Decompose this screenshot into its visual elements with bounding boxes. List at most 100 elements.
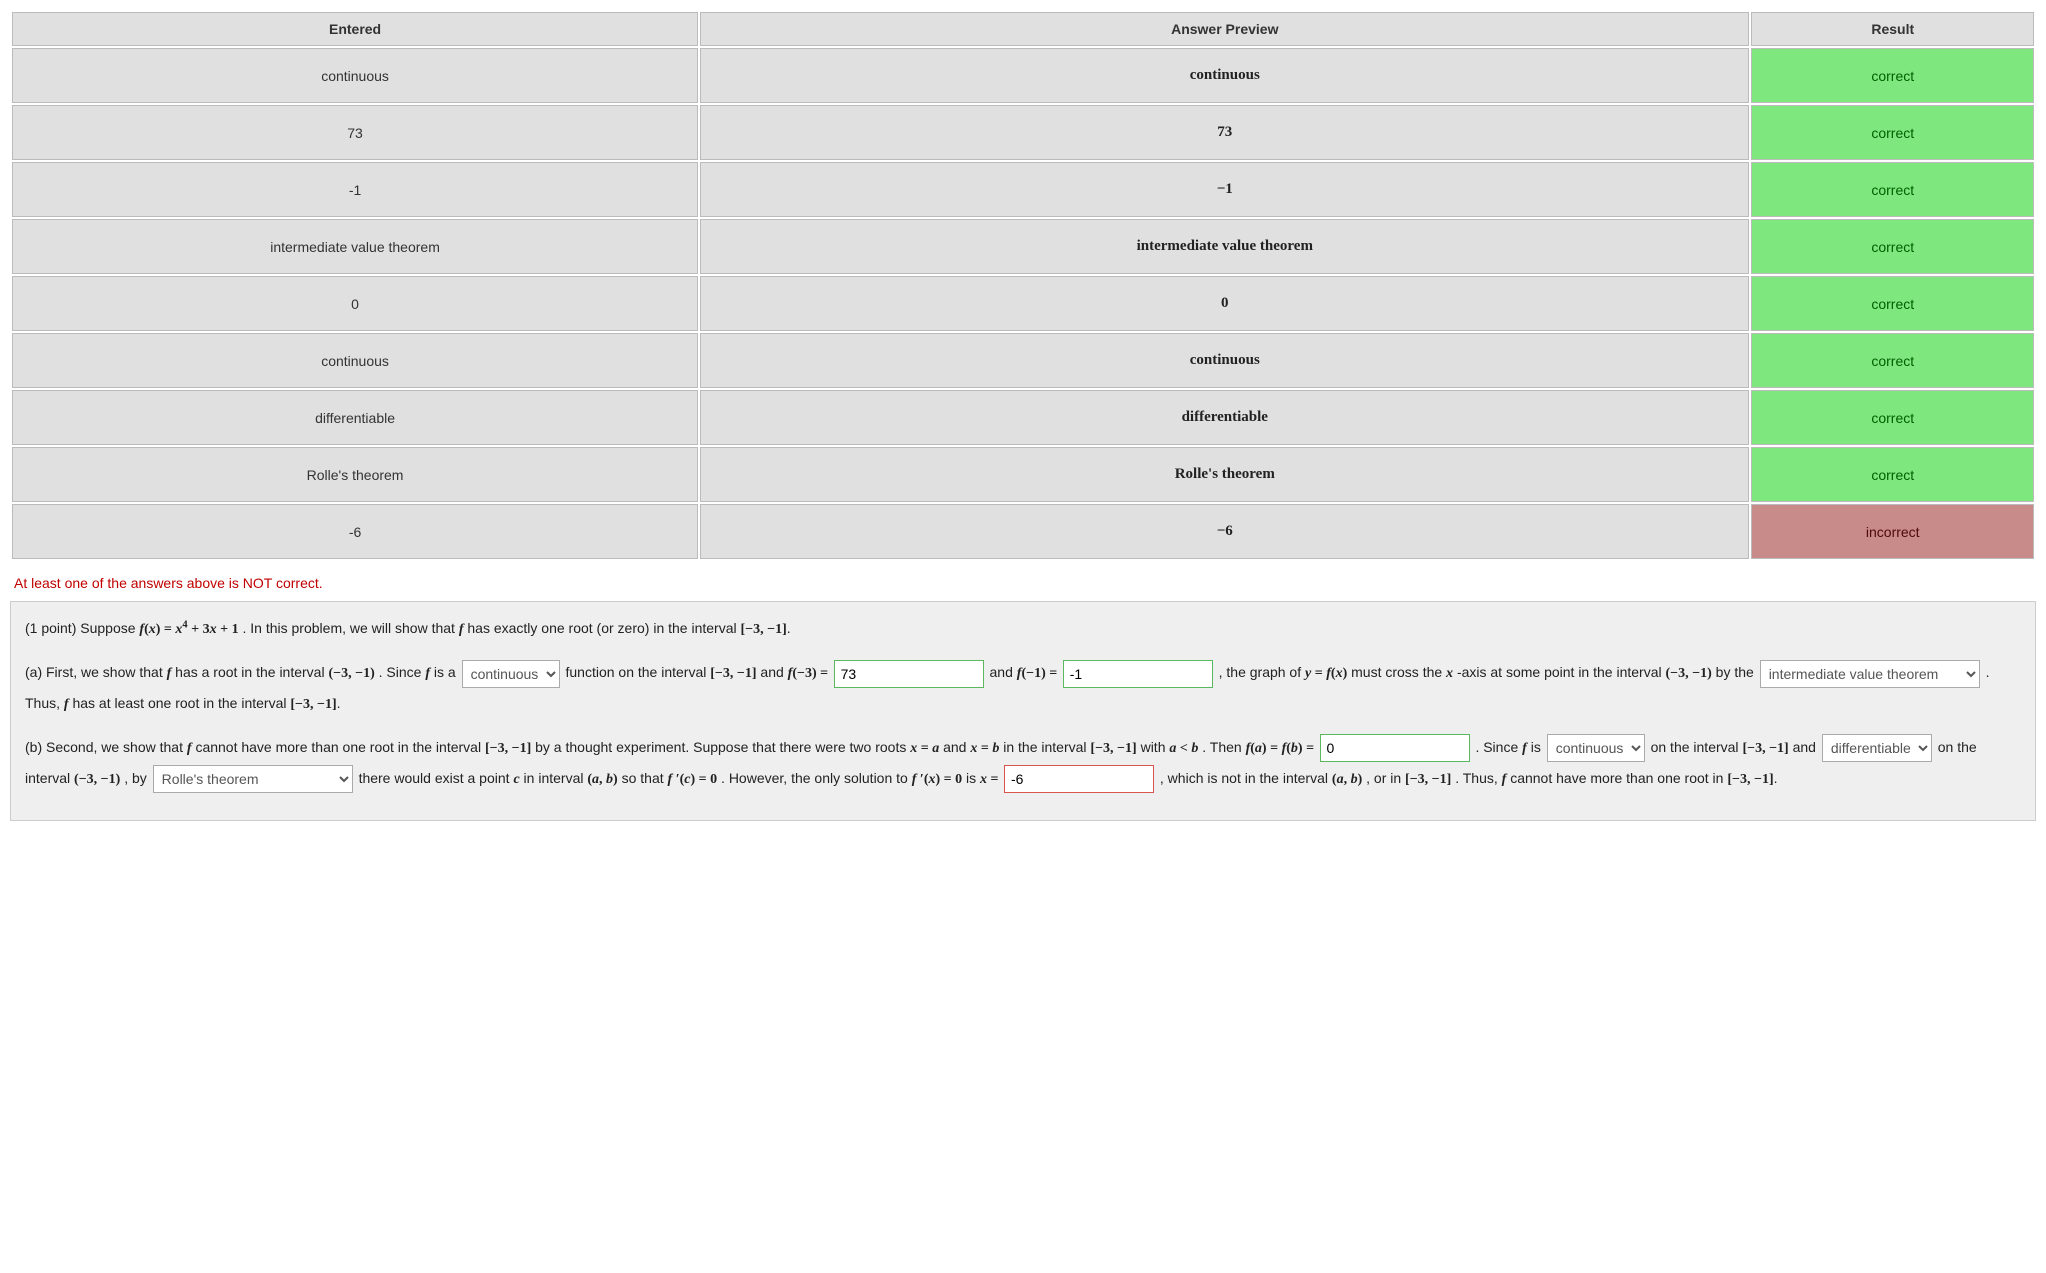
- result-cell: correct: [1751, 276, 2034, 331]
- select-continuous-2[interactable]: continuous: [1547, 734, 1645, 762]
- b-t7: is: [1531, 739, 1545, 755]
- b-closed-interval-1: [−3, −1]: [485, 741, 531, 756]
- a-fneg1-arg: (−1) =: [1021, 666, 1060, 681]
- preview-cell: 0: [700, 276, 1749, 331]
- b-closed-interval-4: [−3, −1]: [1405, 772, 1451, 787]
- b-ab-b: b: [606, 772, 613, 787]
- entered-cell: continuous: [12, 48, 698, 103]
- b-t12: there would exist a point: [359, 770, 514, 786]
- b-t11: , by: [124, 770, 150, 786]
- b-t13: so that: [622, 770, 668, 786]
- a-f1: f: [167, 666, 172, 681]
- b-closed-interval-2: [−3, −1]: [1090, 741, 1136, 756]
- b-t9: and: [1793, 739, 1820, 755]
- b-a-lt-b-b: b: [1191, 741, 1198, 756]
- a-t4: function on the interval: [565, 664, 710, 680]
- b-t15: is: [966, 770, 980, 786]
- a-t8b: -axis at some point in the interval: [1457, 664, 1666, 680]
- a-fx-x: x: [1336, 666, 1343, 681]
- entered-cell: -1: [12, 162, 698, 217]
- a-closed-interval-1: [−3, −1]: [710, 666, 756, 681]
- results-header-row: Entered Answer Preview Result: [12, 12, 2034, 46]
- a-t9: by the: [1716, 664, 1758, 680]
- problem-statement: (1 point) Suppose f(x) = x4 + 3x + 1 . I…: [10, 601, 2036, 821]
- a-y-eq: =: [1311, 666, 1326, 681]
- select-differentiable[interactable]: differentiable: [1822, 734, 1932, 762]
- b-t19: cannot have more than one root in: [1510, 770, 1727, 786]
- result-cell: correct: [1751, 105, 2034, 160]
- b-ab2-close: ): [1358, 772, 1363, 787]
- intro-f: f: [459, 622, 464, 637]
- entered-cell: differentiable: [12, 390, 698, 445]
- b-closed-interval-5: [−3, −1]: [1727, 772, 1773, 787]
- a-closed-interval-2: [−3, −1]: [290, 697, 336, 712]
- a-open-interval-2: (−3, −1): [1665, 666, 1711, 681]
- select-ivt[interactable]: intermediate value theorem: [1760, 660, 1980, 688]
- result-cell: incorrect: [1751, 504, 2034, 559]
- intro-points: (1 point) Suppose: [25, 620, 139, 636]
- preview-cell: intermediate value theorem: [700, 219, 1749, 274]
- b-ab2-b: b: [1351, 772, 1358, 787]
- a-f2: f: [425, 666, 430, 681]
- table-row: -6−6incorrect: [12, 504, 2034, 559]
- preview-cell: −1: [700, 162, 1749, 217]
- a-t6: and: [990, 664, 1017, 680]
- entered-cell: continuous: [12, 333, 698, 388]
- b-t8: on the interval: [1651, 739, 1743, 755]
- result-cell: correct: [1751, 162, 2034, 217]
- input-f-neg1[interactable]: [1063, 660, 1213, 688]
- func-def-plus1: + 1: [217, 622, 239, 637]
- func-def-close: ) =: [156, 622, 176, 637]
- table-row: continuouscontinuouscorrect: [12, 48, 2034, 103]
- entered-cell: Rolle's theorem: [12, 447, 698, 502]
- b-f2: f: [1522, 741, 1527, 756]
- part-b: (b) Second, we show that f cannot have m…: [25, 733, 2021, 794]
- b-t14: . However, the only solution to: [721, 770, 912, 786]
- entered-cell: -6: [12, 504, 698, 559]
- b-x-eq: x: [980, 772, 987, 787]
- b-fa-a: a: [1255, 741, 1262, 756]
- header-result: Result: [1751, 12, 2034, 46]
- part-a: (a) First, we show that f has a root in …: [25, 658, 2021, 719]
- a-x-var: x: [1446, 666, 1453, 681]
- input-x-solution[interactable]: [1004, 765, 1154, 793]
- table-row: Rolle's theoremRolle's theoremcorrect: [12, 447, 2034, 502]
- preview-cell: Rolle's theorem: [700, 447, 1749, 502]
- b-t4: in the interval: [1003, 739, 1090, 755]
- a-t2: . Since: [379, 664, 426, 680]
- b-fb-close: ) =: [1298, 741, 1318, 756]
- problem-intro: (1 point) Suppose f(x) = x4 + 3x + 1 . I…: [25, 614, 2021, 644]
- a-fx-close: ): [1343, 666, 1348, 681]
- entered-cell: intermediate value theorem: [12, 219, 698, 274]
- select-continuous-1[interactable]: continuous: [462, 660, 560, 688]
- intro-interval: [−3, −1]: [741, 622, 787, 637]
- b-period: .: [1774, 770, 1778, 786]
- b-fa-close: ) =: [1262, 741, 1282, 756]
- table-row: 7373correct: [12, 105, 2034, 160]
- intro-period: .: [787, 620, 791, 636]
- a-t5: and: [760, 664, 787, 680]
- b-f1: f: [187, 741, 192, 756]
- b-b: b: [992, 741, 999, 756]
- table-row: differentiabledifferentiablecorrect: [12, 390, 2034, 445]
- b-t12b: in interval: [524, 770, 588, 786]
- a-open-interval-1: (−3, −1): [328, 666, 374, 681]
- a-fneg3-arg: (−3) =: [792, 666, 831, 681]
- result-cell: correct: [1751, 48, 2034, 103]
- result-cell: correct: [1751, 333, 2034, 388]
- b-lead: (b) Second, we show that: [25, 739, 187, 755]
- b-a-lt-b-lt: <: [1176, 741, 1191, 756]
- input-fa-fb[interactable]: [1320, 734, 1470, 762]
- result-cell: correct: [1751, 447, 2034, 502]
- a-t1: has a root in the interval: [175, 664, 328, 680]
- a-period: .: [337, 695, 341, 711]
- input-f-neg3[interactable]: [834, 660, 984, 688]
- b-ab2-comma: ,: [1344, 772, 1351, 787]
- func-def-plus: + 3: [188, 622, 210, 637]
- b-a: a: [932, 741, 939, 756]
- table-row: 00correct: [12, 276, 2034, 331]
- b-fpc-eq: ) = 0: [691, 772, 718, 787]
- func-def-x2: x: [210, 622, 217, 637]
- b-ab-a: a: [592, 772, 599, 787]
- select-rolle[interactable]: Rolle's theorem: [153, 765, 353, 793]
